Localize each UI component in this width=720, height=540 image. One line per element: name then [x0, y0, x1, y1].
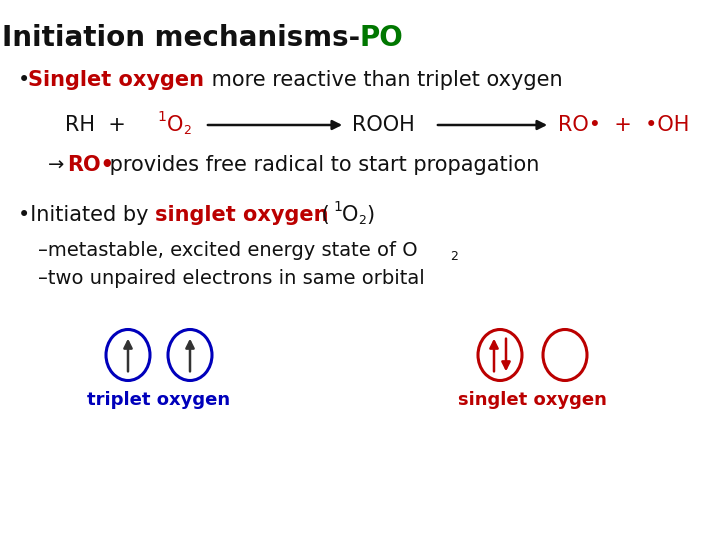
Text: singlet oxygen: singlet oxygen: [458, 391, 606, 409]
Text: provides free radical to start propagation: provides free radical to start propagati…: [103, 155, 539, 175]
Text: 2: 2: [450, 249, 458, 262]
Text: more reactive than triplet oxygen: more reactive than triplet oxygen: [205, 70, 562, 90]
Text: PO: PO: [360, 24, 404, 52]
Text: 1: 1: [333, 200, 342, 214]
Text: ROOH: ROOH: [352, 115, 415, 135]
Text: Singlet oxygen: Singlet oxygen: [28, 70, 204, 90]
Text: 2: 2: [358, 214, 366, 227]
Text: •: •: [18, 70, 30, 90]
Text: 1: 1: [157, 110, 166, 124]
Text: RH  +: RH +: [65, 115, 132, 135]
Text: →: →: [48, 156, 64, 174]
Text: •Initiated by: •Initiated by: [18, 205, 155, 225]
Text: ): ): [366, 205, 374, 225]
Text: –two unpaired electrons in same orbital: –two unpaired electrons in same orbital: [38, 268, 425, 287]
Text: (: (: [315, 205, 330, 225]
Text: O: O: [167, 115, 184, 135]
Text: triplet oxygen: triplet oxygen: [87, 391, 230, 409]
Text: RO•  +  •OH: RO• + •OH: [558, 115, 689, 135]
Text: –metastable, excited energy state of O: –metastable, excited energy state of O: [38, 240, 418, 260]
Text: 2: 2: [183, 125, 191, 138]
Text: singlet oxygen: singlet oxygen: [155, 205, 328, 225]
Text: RO•: RO•: [67, 155, 114, 175]
Text: O: O: [342, 205, 359, 225]
Text: Initiation mechanisms-: Initiation mechanisms-: [2, 24, 360, 52]
